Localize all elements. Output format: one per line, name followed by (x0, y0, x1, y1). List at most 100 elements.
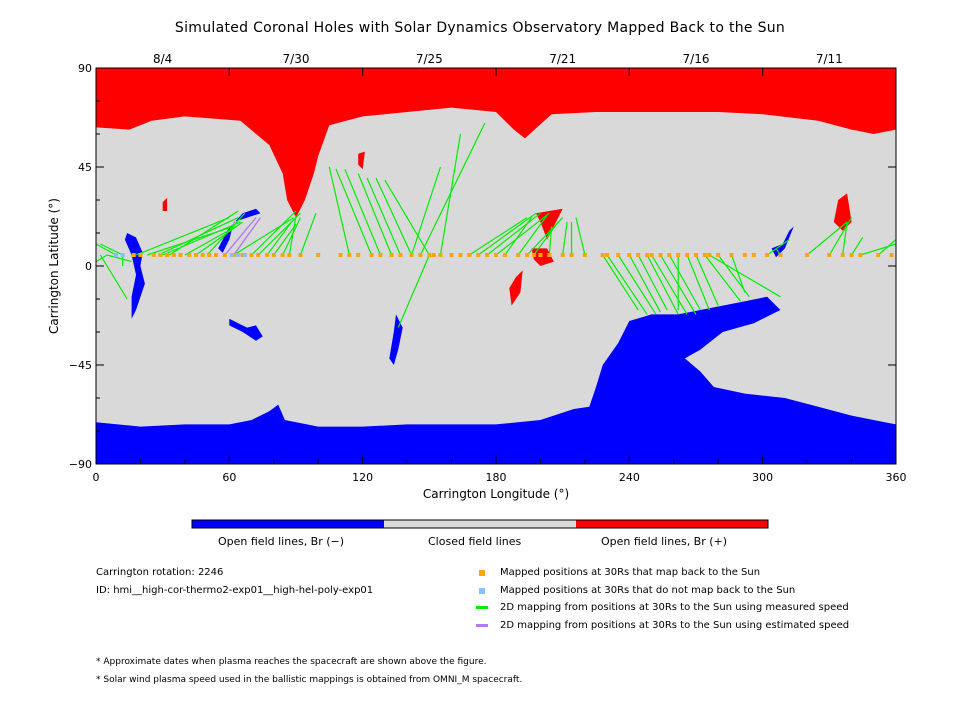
colorbar-label-negative: Open field lines, Br (−) (218, 535, 345, 548)
mapped-point (249, 253, 254, 257)
measured-mapping-line (517, 215, 548, 256)
mapped-point (347, 253, 352, 257)
run-id-text: ID: hmi__high-cor-thermo2-exp01__high-he… (96, 585, 374, 596)
x-tick-label: 300 (752, 471, 773, 484)
negative-hole-8 (229, 318, 263, 341)
mapped-point (409, 253, 414, 257)
measured-mapping-line (562, 221, 568, 256)
mapped-point (151, 253, 156, 257)
measured-mapping-line (328, 166, 350, 256)
mapped-point (751, 253, 756, 257)
x-tick-label: 60 (222, 471, 236, 484)
unmapped-point (242, 253, 247, 257)
mapped-point (240, 253, 245, 257)
mapped-point (378, 253, 383, 257)
mapped-point (805, 253, 810, 257)
measured-mapping-line (169, 210, 239, 256)
measured-mapping-line (357, 173, 393, 256)
mapped-point (476, 253, 481, 257)
measured-mapping-line (439, 133, 462, 256)
x-tick-label: 0 (93, 471, 100, 484)
legend-label-measured: 2D mapping from positions at 30Rs to the… (500, 602, 849, 613)
mapped-point (645, 253, 650, 257)
measured-mapping-line (877, 239, 897, 256)
measured-mapping-line (686, 254, 710, 311)
mapped-point (449, 253, 454, 257)
mapped-point (207, 253, 212, 257)
measured-mapping-line (469, 217, 528, 256)
measured-mapping-line (184, 225, 237, 256)
mapped-point (840, 253, 845, 257)
legend-label-mapped: Mapped positions at 30Rs that map back t… (500, 567, 761, 578)
mapped-point (280, 253, 285, 257)
mapped-point (778, 253, 783, 257)
measured-mapping-line (344, 168, 381, 256)
measured-mapping-line (617, 254, 657, 315)
mapped-point (685, 253, 690, 257)
measured-mapping-line (646, 254, 679, 315)
estimated-mapping-line (224, 217, 257, 256)
mapped-point (676, 253, 681, 257)
measured-mapping-line (860, 243, 897, 256)
mapped-point (667, 253, 672, 257)
colorbar-positive (576, 520, 768, 528)
mapped-point (742, 253, 747, 257)
unmapped-point (229, 253, 234, 257)
date-tick-label: 7/21 (549, 52, 576, 66)
mapped-point (271, 253, 276, 257)
measured-mapping-line (135, 217, 230, 256)
mapped-point (427, 253, 432, 257)
mapped-point (627, 253, 632, 257)
measured-mapping-line (651, 254, 688, 315)
positive-hole-0 (96, 68, 896, 218)
mapped-point (582, 253, 587, 257)
measured-mapping-line (384, 179, 430, 256)
unmapped-point (120, 253, 125, 257)
measured-mapping-line (397, 254, 430, 328)
mapped-point (178, 253, 183, 257)
footnote-dates: * Approximate dates when plasma reaches … (96, 657, 487, 667)
measured-mapping-line (251, 210, 297, 256)
measured-mapping-line (495, 212, 550, 256)
mapped-point (165, 253, 170, 257)
mapped-point (171, 253, 176, 257)
x-axis-label: Carrington Longitude (°) (423, 487, 569, 501)
positive-hole-4 (509, 270, 523, 306)
measured-mapping-line (106, 254, 132, 263)
measured-mapping-line (335, 168, 373, 256)
measured-mapping-line (266, 221, 293, 256)
x-tick-label: 180 (486, 471, 507, 484)
mapped-point (222, 253, 227, 257)
date-tick-label: 8/4 (153, 52, 172, 66)
date-tick-label: 7/16 (683, 52, 710, 66)
measured-mapping-line (504, 217, 533, 256)
mapped-point (658, 253, 663, 257)
legend-swatch-mapped (479, 570, 485, 576)
mapped-point (605, 253, 610, 257)
date-tick-label: 7/30 (283, 52, 310, 66)
colorbar-label-closed: Closed field lines (428, 535, 522, 548)
positive-hole-1 (358, 151, 365, 170)
measured-mapping-line (548, 226, 553, 256)
date-tick-label: 7/11 (816, 52, 843, 66)
footnote-speed: * Solar wind plasma speed used in the ba… (96, 675, 523, 685)
legend-swatch-unmapped (479, 588, 485, 594)
measured-mapping-line (766, 239, 790, 256)
mapped-point (707, 253, 712, 257)
measured-mapping-line (668, 254, 701, 311)
measured-mapping-line (419, 122, 486, 256)
mapped-point (131, 253, 136, 257)
mapped-point (702, 253, 707, 257)
mapped-point (538, 253, 543, 257)
mapped-point (431, 253, 436, 257)
y-tick-label: 0 (85, 260, 92, 273)
measured-mapping-line (606, 254, 648, 315)
mapped-point (398, 253, 403, 257)
mapped-point (356, 253, 361, 257)
date-tick-label: 7/25 (416, 52, 443, 66)
mapped-point (694, 253, 698, 257)
mapped-point (827, 253, 832, 257)
mapped-point (389, 253, 394, 257)
mapped-point (600, 253, 605, 257)
measured-mapping-line (410, 166, 442, 256)
